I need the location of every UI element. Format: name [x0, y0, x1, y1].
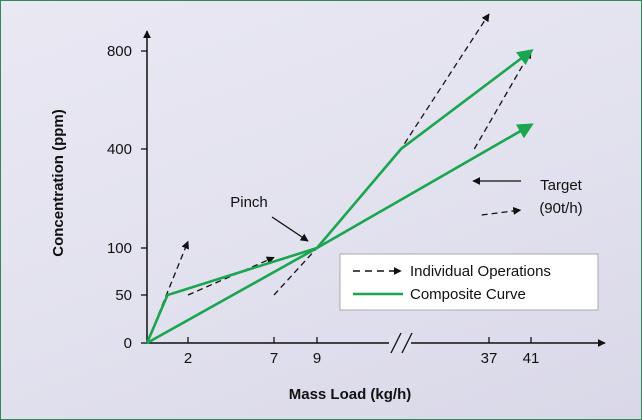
- legend: Individual Operations Composite Curve: [339, 253, 599, 311]
- y-tick-label: 800: [107, 43, 132, 60]
- x-tick-label: 2: [184, 350, 192, 367]
- x-tick-label: 9: [313, 350, 321, 367]
- legend-individual-label: Individual Operations: [410, 263, 551, 280]
- x-tick-label: 37: [481, 350, 498, 367]
- target-label: Target: [540, 177, 583, 194]
- individual-operation-segment: [473, 50, 532, 150]
- y-tick-label: 50: [115, 287, 132, 304]
- individual-operation-segment: [187, 256, 275, 296]
- pinch-pointer: [271, 216, 309, 242]
- individual-operation-segment: [146, 240, 190, 344]
- y-tick-label: 400: [107, 141, 132, 158]
- individual-operation-segment: [481, 206, 522, 216]
- pinch-label: Pinch: [230, 194, 268, 211]
- x-tick-label: 41: [523, 350, 540, 367]
- individual-operation-segment: [273, 13, 490, 296]
- y-axis-title: Concentration (ppm): [50, 109, 67, 257]
- target-sublabel: (90t/h): [539, 200, 582, 217]
- x-axis-title: Mass Load (kg/h): [289, 386, 412, 403]
- x-axis-break: [389, 332, 413, 354]
- y-tick-label: 100: [107, 240, 132, 257]
- composite-curve-segment: [146, 123, 534, 345]
- y-tick-label: 0: [124, 335, 132, 352]
- x-tick-label: 7: [270, 350, 278, 367]
- legend-composite-label: Composite Curve: [410, 286, 526, 303]
